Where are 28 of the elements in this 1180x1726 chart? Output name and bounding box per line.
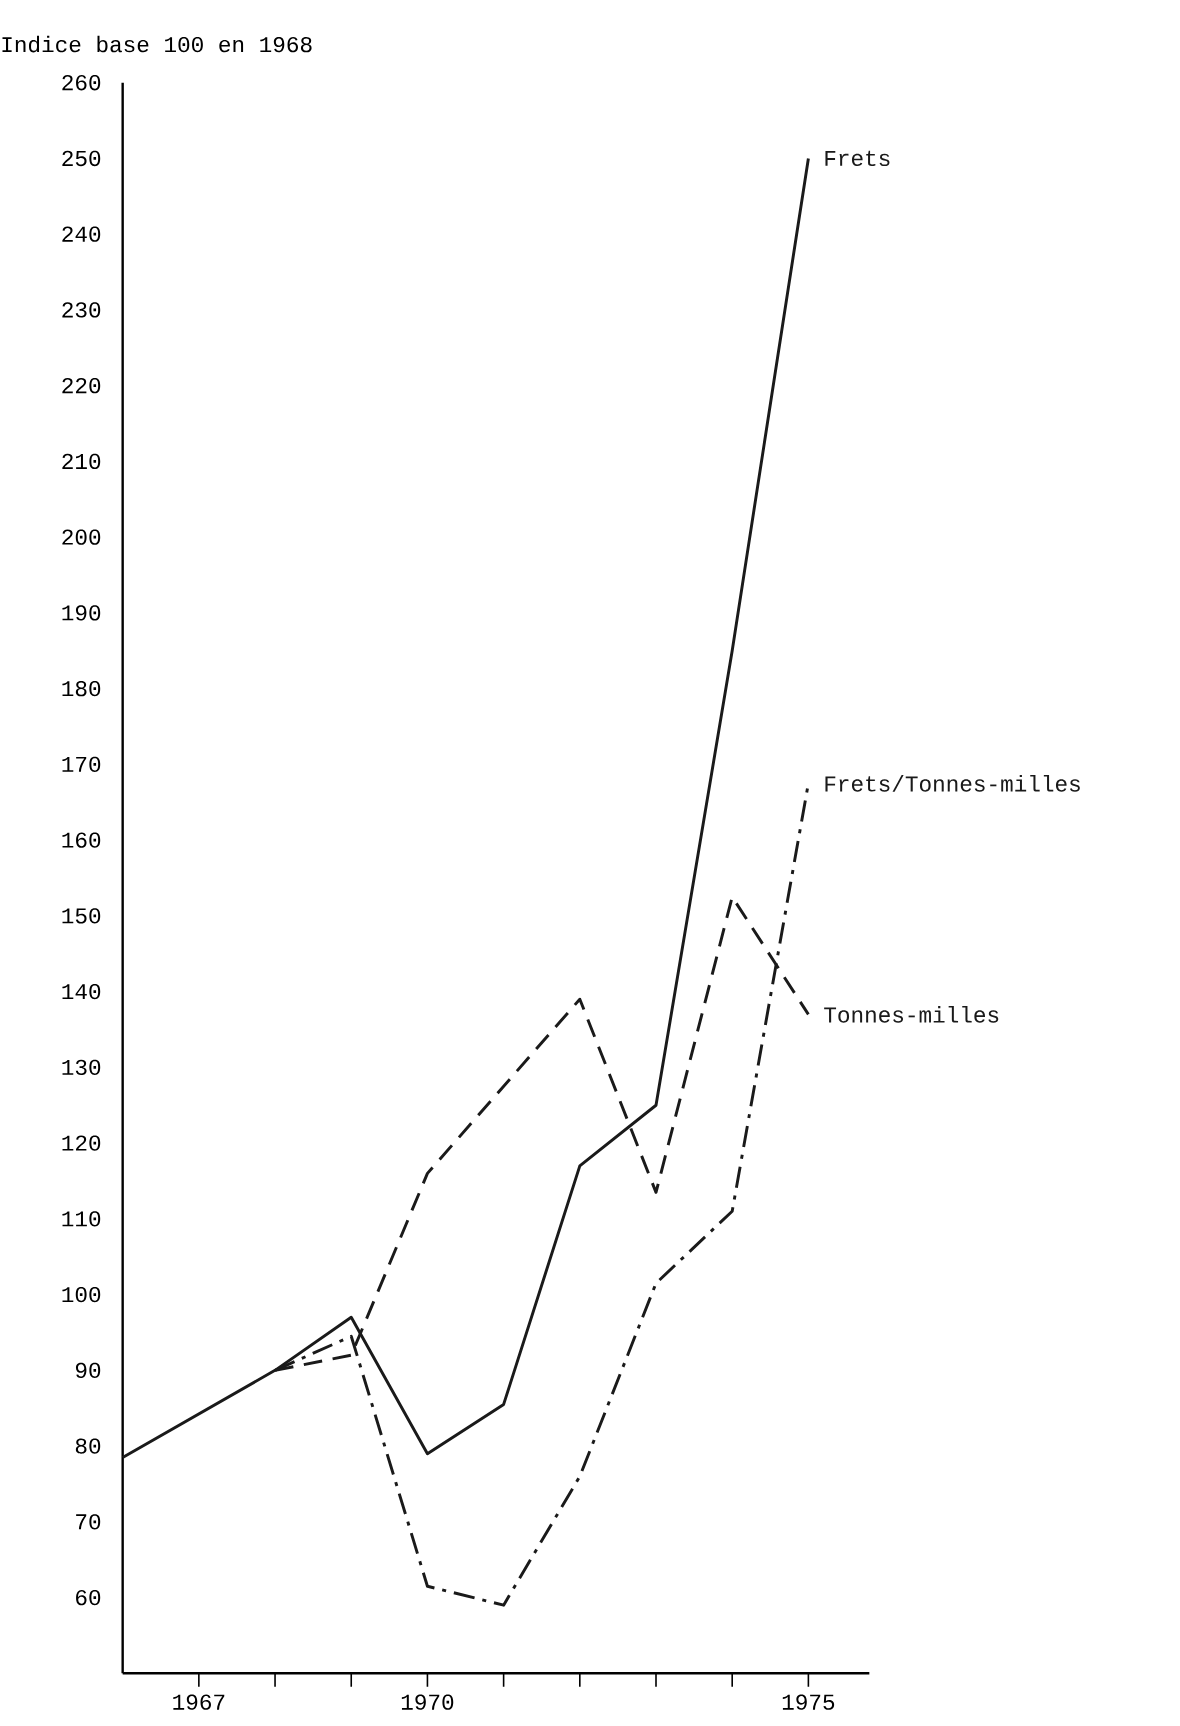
y-tick-label: 200 <box>62 529 101 545</box>
y-tick-label: 110 <box>62 1211 101 1227</box>
y-tick-label: 130 <box>62 1059 101 1076</box>
y-tick-label: 240 <box>62 226 101 242</box>
y-tick-label: 150 <box>62 908 101 924</box>
y-axis-title: Indice base 100 en 1968 <box>2 35 312 53</box>
y-tick-label: 60 <box>76 1589 101 1606</box>
y-tick-label: 90 <box>75 1362 101 1379</box>
y-tick-label: 160 <box>62 832 101 848</box>
y-tick-label: 220 <box>62 377 101 394</box>
y-tick-label: 250 <box>62 150 101 167</box>
series-label: Tonnes-milles <box>824 1006 999 1023</box>
x-tick-label: 1975 <box>782 1694 835 1710</box>
series-label: Frets <box>825 150 890 167</box>
y-tick-label: 180 <box>62 680 101 697</box>
y-tick-label: 140 <box>62 983 101 1000</box>
y-tick-label: 80 <box>75 1438 101 1454</box>
y-tick-label: 190 <box>62 605 101 621</box>
x-tick-label: 1967 <box>173 1694 225 1710</box>
series-label: Frets/Tonnes-milles <box>825 775 1080 792</box>
y-tick-label: 100 <box>62 1286 101 1303</box>
y-tick-label: 230 <box>62 302 101 318</box>
y-tick-label: 260 <box>62 74 101 91</box>
y-tick-label: 170 <box>62 756 101 773</box>
y-tick-label: 120 <box>62 1135 101 1151</box>
x-tick-label: 1970 <box>401 1694 454 1710</box>
y-tick-label: 70 <box>76 1514 101 1530</box>
y-tick-label: 210 <box>62 453 101 470</box>
